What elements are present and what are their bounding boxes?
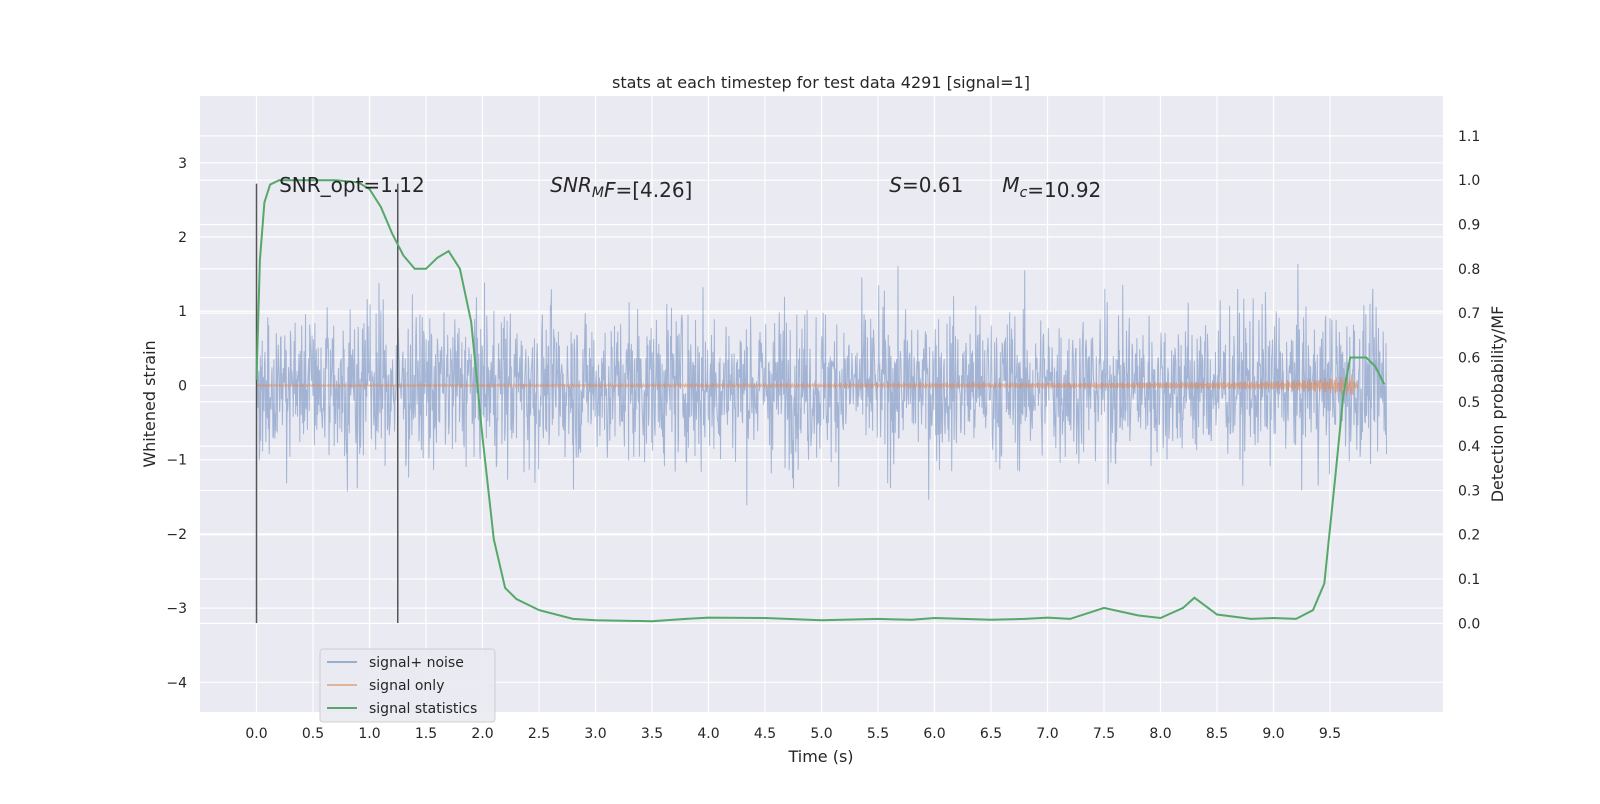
- y-right-axis-label: Detection probability/MF: [1488, 306, 1507, 503]
- x-tick-5: 2.5: [528, 726, 550, 742]
- signal-statistics-series: [255, 179, 1386, 623]
- y-right-tick-labels: 1.1 1.0 0.9 0.8 0.7 0.6 0.5 0.4 0.3 0.2 0.1 0.0: [1458, 129, 1480, 632]
- x-tick-6: 3.0: [584, 726, 606, 742]
- y-right-tick-2: 0.9: [1458, 218, 1480, 234]
- y-left-tick-2: 1: [178, 304, 187, 320]
- legend-label-noise: signal+ noise: [369, 655, 464, 671]
- y-left-tick-5: −2: [166, 527, 187, 543]
- x-tick-14: 7.0: [1036, 726, 1058, 742]
- y-left-tick-labels: 3 2 1 0 −1 −2 −3 −4: [166, 156, 187, 692]
- y-left-tick-3: 0: [178, 378, 187, 394]
- y-right-tick-10: 0.1: [1458, 572, 1480, 588]
- x-tick-18: 9.0: [1262, 726, 1284, 742]
- series-signal-statistics-line: [255, 179, 1386, 623]
- y-left-axis-label: Whitened strain: [140, 340, 159, 467]
- x-tick-8: 4.0: [697, 726, 719, 742]
- y-right-tick-1: 1.0: [1458, 173, 1480, 189]
- x-tick-19: 9.5: [1319, 726, 1341, 742]
- y-right-tick-8: 0.3: [1458, 483, 1480, 499]
- annotation-2: S=0.61: [889, 173, 963, 197]
- x-tick-12: 6.0: [923, 726, 945, 742]
- y-right-tick-7: 0.4: [1458, 439, 1480, 455]
- x-tick-16: 8.0: [1149, 726, 1171, 742]
- x-tick-15: 7.5: [1093, 726, 1115, 742]
- signal-only-series: [256, 374, 1359, 396]
- signal-noise-series: [256, 263, 1387, 506]
- x-tick-10: 5.0: [810, 726, 832, 742]
- y-left-tick-0: 3: [178, 156, 187, 172]
- x-tick-2: 1.0: [358, 726, 380, 742]
- y-right-tick-5: 0.6: [1458, 350, 1480, 366]
- y-left-tick-1: 2: [178, 230, 187, 246]
- chart-title: stats at each timestep for test data 429…: [612, 73, 1030, 92]
- x-tick-11: 5.5: [867, 726, 889, 742]
- y-left-tick-4: −1: [166, 453, 187, 469]
- y-left-tick-6: −3: [166, 601, 187, 617]
- legend-box: [319, 648, 496, 723]
- x-tick-4: 2.0: [471, 726, 493, 742]
- y-right-tick-3: 0.8: [1458, 262, 1480, 278]
- x-tick-0: 0.0: [245, 726, 267, 742]
- x-tick-9: 4.5: [754, 726, 776, 742]
- x-tick-labels: 0.0 0.5 1.0 1.5 2.0 2.5 3.0 3.5 4.0 4.5 5.0 5.5 6.0 6…: [245, 726, 1341, 742]
- x-tick-17: 8.5: [1206, 726, 1228, 742]
- x-tick-13: 6.5: [980, 726, 1002, 742]
- annotation-0: SNR_opt=1.12: [279, 173, 425, 197]
- x-tick-1: 0.5: [302, 726, 324, 742]
- y-right-tick-0: 1.1: [1458, 129, 1480, 145]
- x-tick-3: 1.5: [415, 726, 437, 742]
- annotation-3: Mc=10.92: [1002, 173, 1101, 202]
- y-right-tick-11: 0.0: [1458, 616, 1480, 632]
- legend-label-stats: signal statistics: [369, 701, 477, 717]
- grid: [200, 96, 1443, 712]
- legend: signal+ noise signal only signal statist…: [319, 648, 496, 723]
- y-right-tick-6: 0.5: [1458, 395, 1480, 411]
- y-right-tick-4: 0.7: [1458, 306, 1480, 322]
- vertical-markers: [255, 183, 399, 623]
- x-tick-7: 3.5: [641, 726, 663, 742]
- series-signal-noise-line: [256, 263, 1387, 506]
- legend-label-signal: signal only: [369, 678, 444, 694]
- x-axis-label: Time (s): [787, 747, 853, 766]
- y-left-tick-7: −4: [166, 675, 187, 691]
- series-signal-only-line: [256, 374, 1359, 396]
- annotations: SNR_opt=1.12 SNRMF=[4.26] S=0.61 Mc=10.92: [279, 173, 1101, 202]
- y-right-tick-9: 0.2: [1458, 528, 1480, 544]
- annotation-1: SNRMF=[4.26]: [550, 173, 692, 202]
